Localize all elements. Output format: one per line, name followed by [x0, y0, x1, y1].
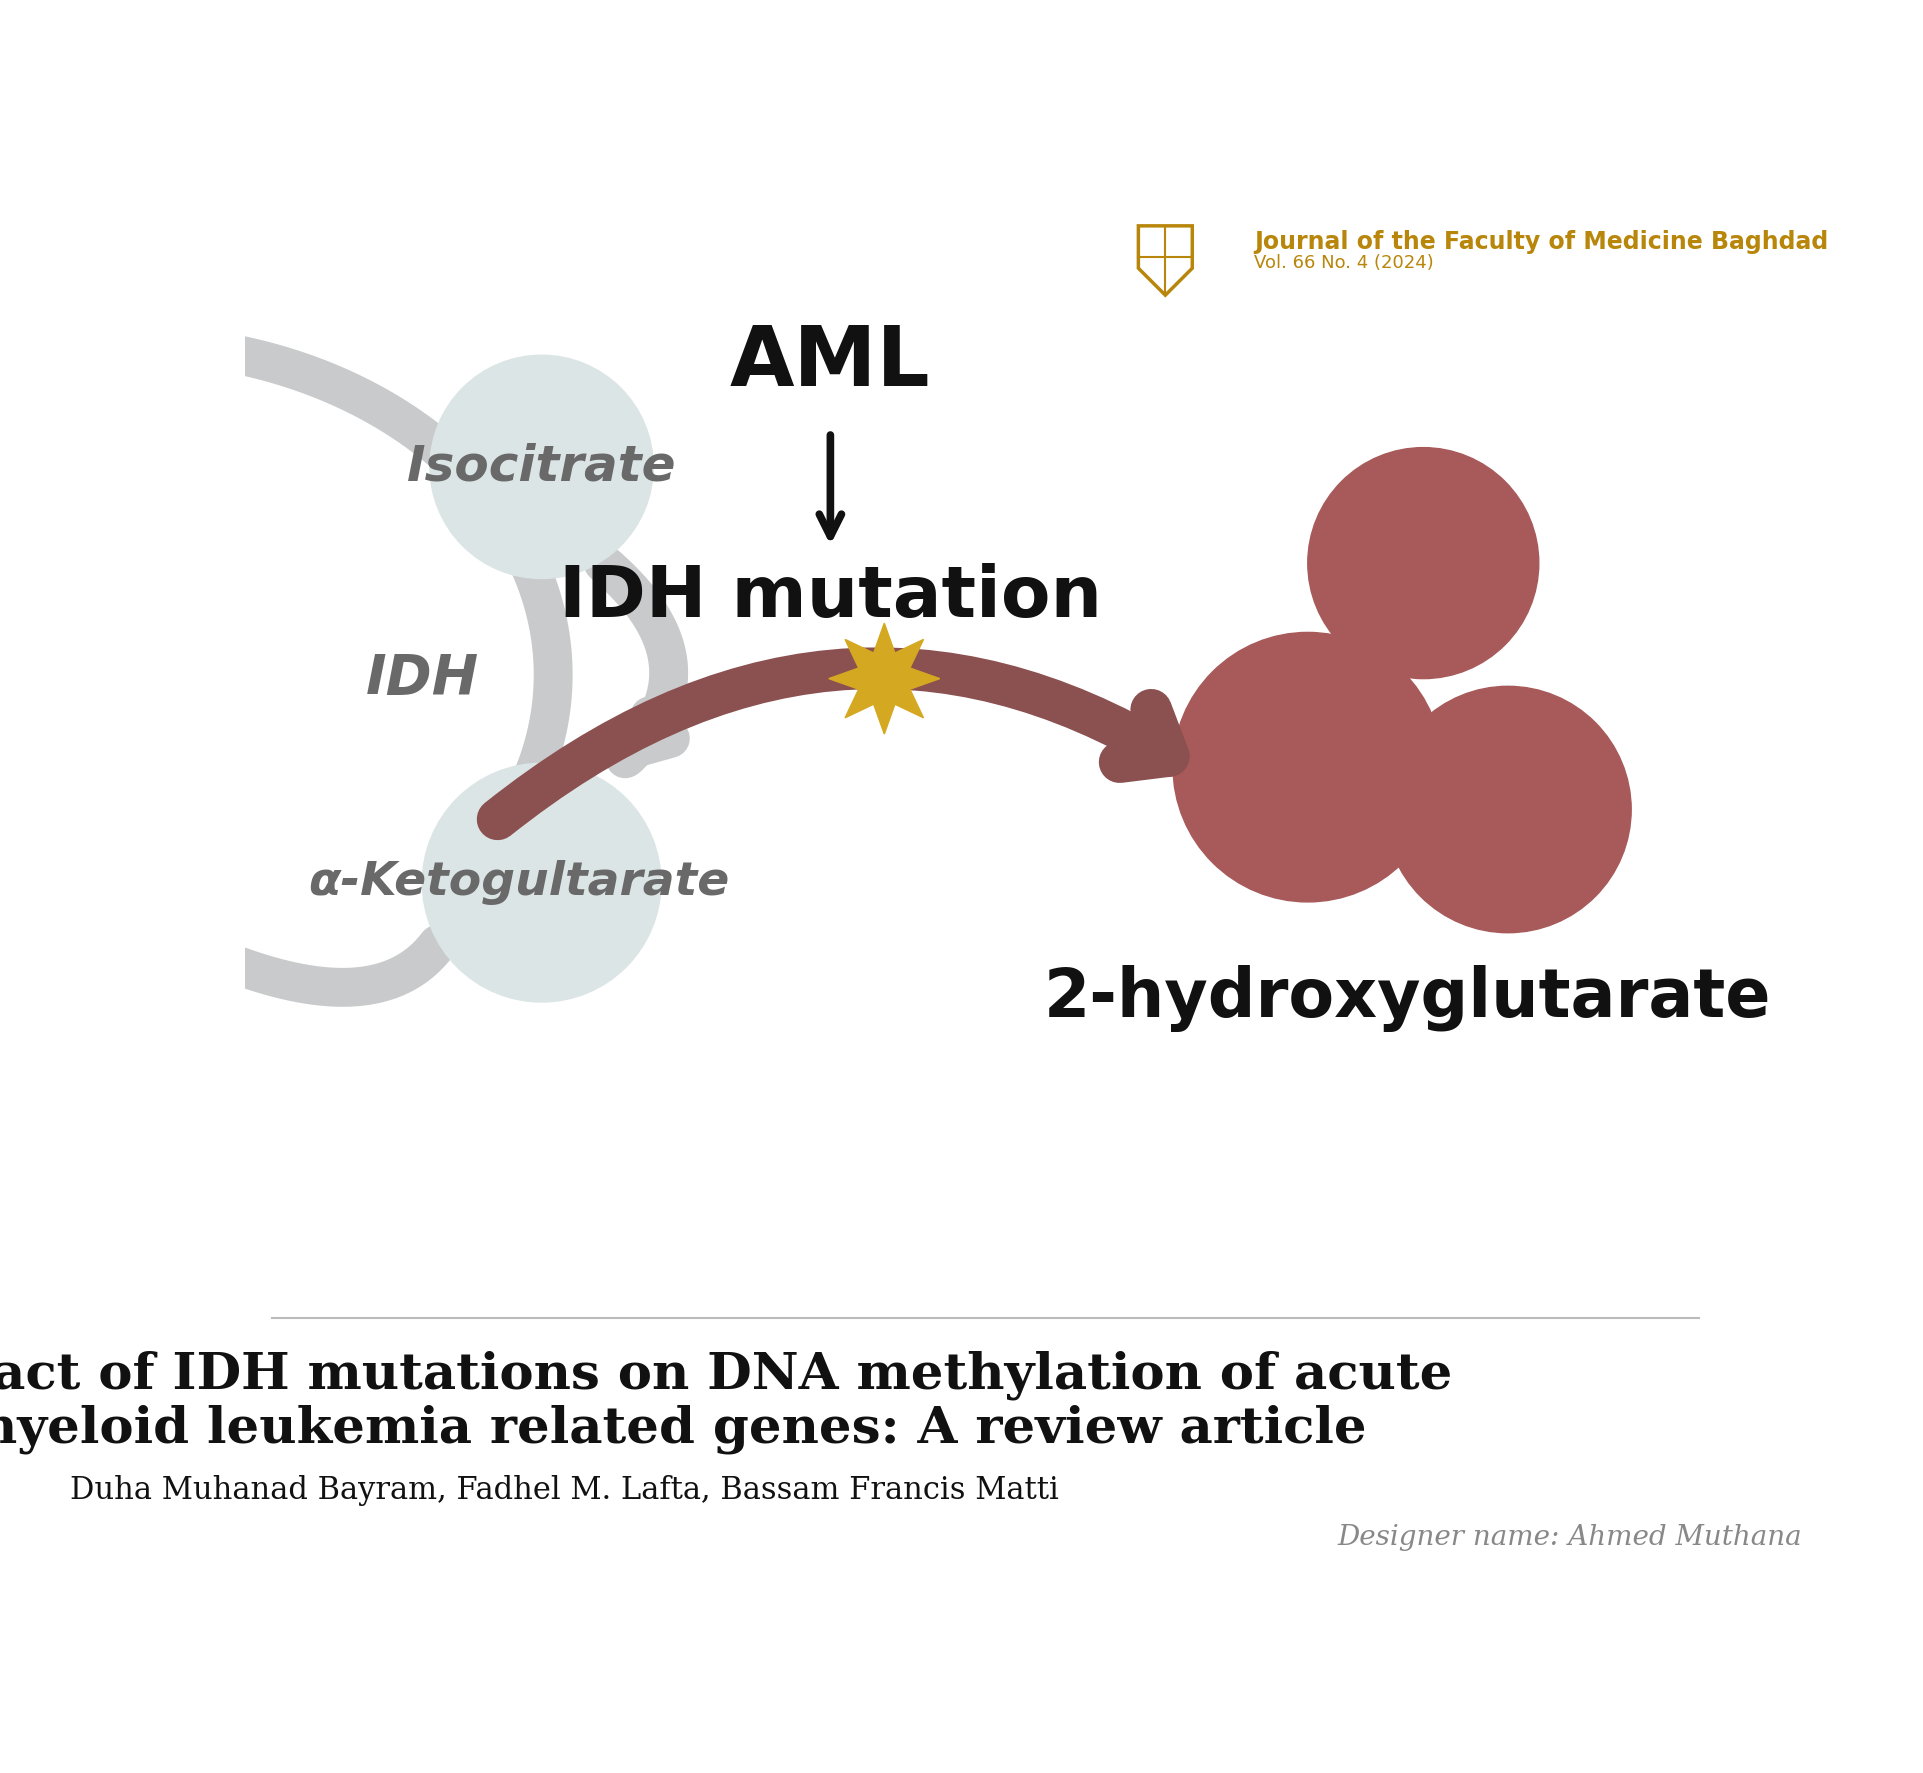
Text: Impact of IDH mutations on DNA methylation of acute: Impact of IDH mutations on DNA methylati… [0, 1351, 1452, 1401]
Circle shape [1173, 633, 1442, 902]
Text: α-Ketogultarate: α-Ketogultarate [308, 860, 729, 906]
Polygon shape [829, 622, 940, 734]
Text: Isocitrate: Isocitrate [408, 443, 677, 491]
Text: Duha Muhanad Bayram, Fadhel M. Lafta, Bassam Francis Matti: Duha Muhanad Bayram, Fadhel M. Lafta, Ba… [71, 1475, 1060, 1507]
Text: myeloid leukemia related genes: A review article: myeloid leukemia related genes: A review… [0, 1404, 1367, 1454]
Text: Designer name: Ahmed Muthana: Designer name: Ahmed Muthana [1336, 1523, 1802, 1551]
Text: 2-hydroxyglutarate: 2-hydroxyglutarate [1044, 965, 1771, 1032]
FancyArrowPatch shape [498, 668, 1169, 819]
Text: Journal of the Faculty of Medicine Baghdad: Journal of the Faculty of Medicine Baghd… [1254, 230, 1829, 254]
Circle shape [1308, 447, 1538, 679]
Circle shape [1385, 686, 1631, 933]
Text: Vol. 66 No. 4 (2024): Vol. 66 No. 4 (2024) [1254, 254, 1435, 271]
Text: IDH: IDH [365, 652, 479, 706]
Circle shape [423, 764, 662, 1002]
Text: AML: AML [731, 323, 931, 404]
Circle shape [431, 355, 654, 578]
Text: IDH mutation: IDH mutation [560, 564, 1102, 633]
